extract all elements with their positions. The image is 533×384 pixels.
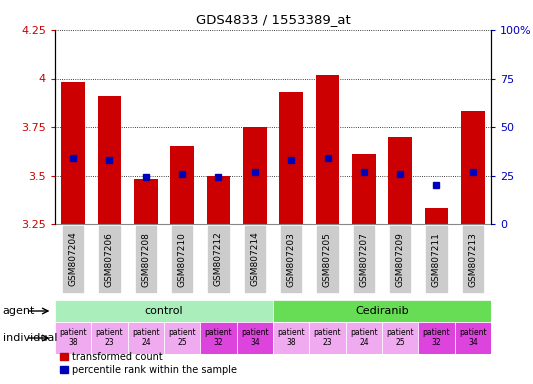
Bar — [164, 322, 200, 354]
Bar — [279, 92, 303, 224]
Text: patient
24: patient 24 — [350, 328, 378, 347]
Text: control: control — [144, 306, 183, 316]
Text: patient
25: patient 25 — [168, 328, 196, 347]
Bar — [346, 322, 382, 354]
Text: patient
25: patient 25 — [386, 328, 414, 347]
Bar — [98, 96, 122, 224]
Bar — [309, 322, 346, 354]
Text: patient
38: patient 38 — [277, 328, 305, 347]
Bar — [425, 209, 448, 224]
Bar — [273, 300, 491, 322]
Text: patient
23: patient 23 — [314, 328, 341, 347]
Bar — [273, 322, 309, 354]
Text: patient
24: patient 24 — [132, 328, 160, 347]
Title: GDS4833 / 1553389_at: GDS4833 / 1553389_at — [196, 13, 350, 26]
Bar — [207, 175, 230, 224]
Text: patient
34: patient 34 — [241, 328, 269, 347]
Text: agent: agent — [3, 306, 35, 316]
Text: patient
32: patient 32 — [423, 328, 450, 347]
Text: patient
23: patient 23 — [96, 328, 123, 347]
Text: patient
34: patient 34 — [459, 328, 487, 347]
Bar — [200, 322, 237, 354]
Bar — [382, 322, 418, 354]
Legend: transformed count, percentile rank within the sample: transformed count, percentile rank withi… — [60, 352, 237, 375]
Bar — [55, 300, 273, 322]
Bar — [91, 322, 128, 354]
Bar — [128, 322, 164, 354]
Bar — [171, 146, 194, 224]
Bar — [418, 322, 455, 354]
Text: individual: individual — [3, 333, 57, 343]
Text: patient
38: patient 38 — [59, 328, 87, 347]
Bar — [237, 322, 273, 354]
Bar — [352, 154, 376, 224]
Text: Cediranib: Cediranib — [355, 306, 409, 316]
Text: patient
32: patient 32 — [205, 328, 232, 347]
Bar — [316, 74, 340, 224]
Bar — [134, 179, 158, 224]
Bar — [61, 83, 85, 224]
Bar — [243, 127, 266, 224]
Bar — [389, 137, 412, 224]
Bar — [461, 111, 484, 224]
Bar — [55, 322, 91, 354]
Bar — [455, 322, 491, 354]
